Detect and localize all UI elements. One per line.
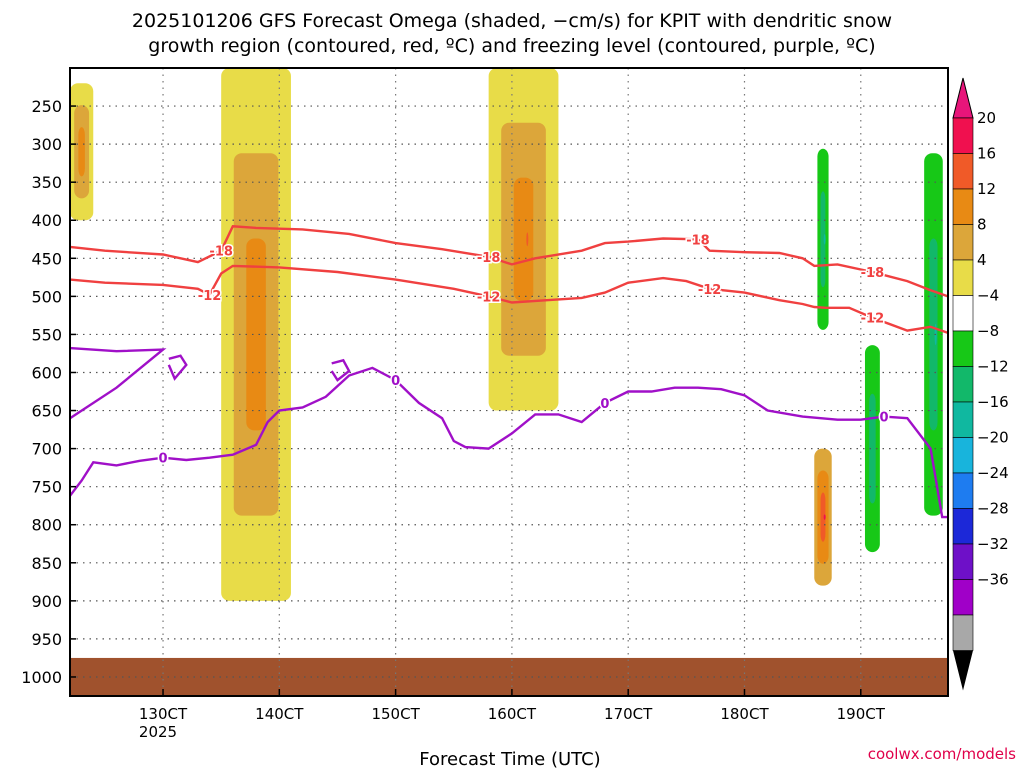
plot-frame xyxy=(69,67,949,697)
y-tick-label-300: 300 xyxy=(31,135,62,154)
omega-region-2-2 xyxy=(513,177,534,301)
omega-region-1-2 xyxy=(246,238,266,431)
y-tick-label-750: 750 xyxy=(31,478,62,497)
contour-line-1 xyxy=(69,264,949,335)
colorbar-label-3: 8 xyxy=(977,216,987,234)
y-tick-label-900: 900 xyxy=(31,592,62,611)
colorbar-label-12: −32 xyxy=(977,535,1009,553)
x-axis-label: Forecast Time (UTC) xyxy=(419,749,600,768)
temperature-contours: -18 -18 -18 -18 -12 -12 -12 -12 0 0 0 0 xyxy=(69,225,949,519)
colorbar-label-4: 4 xyxy=(977,251,987,269)
colorbar-bin-13 xyxy=(952,579,974,616)
y-tick-label-350: 350 xyxy=(31,173,62,192)
omega-region-3-2 xyxy=(820,191,826,288)
colorbar-bin-2 xyxy=(952,188,974,225)
contour-loop-2-1 xyxy=(167,354,188,381)
y-axis: 250 300 350 400 450 500 550 600 650 700 750 800 850 9… xyxy=(21,97,76,687)
colorbar-bin-5 xyxy=(952,295,974,332)
colorbar-label-0: 20 xyxy=(977,109,996,127)
omega-region-6-2 xyxy=(929,238,938,431)
contour-label-0-1: -18 xyxy=(477,251,501,266)
colorbar-label-5: −4 xyxy=(977,287,999,305)
y-tick-label-800: 800 xyxy=(31,516,62,535)
colorbar-bin-10 xyxy=(952,472,974,509)
colorbar-bin-3 xyxy=(952,224,974,261)
contour-line-2 xyxy=(69,366,948,519)
x-tick-label-180CT: 180CT xyxy=(720,705,769,723)
contour-label-0-3: -18 xyxy=(861,266,885,281)
chart-title: 2025101206 GFS Forecast Omega (shaded, −… xyxy=(132,10,892,32)
y-tick-label-400: 400 xyxy=(31,211,62,230)
x-tick-label-130CT: 130CT xyxy=(139,705,188,723)
x-subtick-year: 2025 xyxy=(139,723,177,741)
colorbar-label-11: −28 xyxy=(977,500,1009,518)
colorbar-bin-9 xyxy=(952,437,974,474)
colorbar-bottom-arrow xyxy=(953,650,973,691)
colorbar-top-arrow xyxy=(952,77,974,119)
contour-label-0-0: -18 xyxy=(209,245,233,260)
contour-label-1-0: -12 xyxy=(198,289,222,304)
y-tick-label-1000: 1000 xyxy=(21,668,62,687)
omega-region-2-3 xyxy=(526,232,529,247)
watermark: coolwx.com/models xyxy=(868,745,1016,763)
colorbar-bin-14 xyxy=(952,614,974,651)
contour-loop-2-2 xyxy=(330,358,351,382)
x-tick-label-170CT: 170CT xyxy=(604,705,653,723)
omega-shading xyxy=(70,68,948,601)
colorbar-bin-1 xyxy=(952,153,974,190)
contour-label-2-1: 0 xyxy=(391,374,400,389)
contour-label-2-3: 0 xyxy=(880,411,889,426)
colorbar-bin-0 xyxy=(952,117,974,154)
colorbar-label-7: −12 xyxy=(977,358,1009,376)
omega-region-4-2 xyxy=(820,492,826,542)
colorbar-label-10: −24 xyxy=(977,464,1009,482)
colorbar-bin-4 xyxy=(952,259,974,296)
omega-region-3-3 xyxy=(823,233,826,245)
colorbar: 20 16 12 8 4 −4 −8 −12 −16 −20 −24 −28 −32 −36 xyxy=(952,77,1009,691)
colorbar-bin-8 xyxy=(952,401,974,438)
x-axis: 130CT 140CT 150CT 160CT 170CT 180CT 190CT xyxy=(139,689,886,723)
y-tick-label-600: 600 xyxy=(31,363,62,382)
colorbar-label-13: −36 xyxy=(977,571,1009,589)
y-tick-label-250: 250 xyxy=(31,97,62,116)
colorbar-label-8: −16 xyxy=(977,393,1009,411)
colorbar-label-2: 12 xyxy=(977,180,996,198)
colorbar-label-9: −20 xyxy=(977,429,1009,447)
contour-label-1-3: -12 xyxy=(861,312,885,327)
contour-label-1-2: -12 xyxy=(698,283,722,298)
contour-label-2-0: 0 xyxy=(159,452,168,467)
colorbar-bin-11 xyxy=(952,508,974,545)
y-tick-label-650: 650 xyxy=(31,402,62,421)
contour-line-0 xyxy=(69,225,949,298)
colorbar-bin-6 xyxy=(952,330,974,367)
colorbar-bin-7 xyxy=(952,366,974,403)
x-tick-label-140CT: 140CT xyxy=(255,705,304,723)
y-tick-label-850: 850 xyxy=(31,554,62,573)
contour-label-1-1: -12 xyxy=(477,290,501,305)
x-tick-label-150CT: 150CT xyxy=(371,705,420,723)
grid-lines xyxy=(70,68,948,696)
colorbar-label-6: −8 xyxy=(977,322,999,340)
y-tick-label-450: 450 xyxy=(31,249,62,268)
y-tick-label-950: 950 xyxy=(31,630,62,649)
colorbar-label-1: 16 xyxy=(977,145,996,163)
omega-region-4-3 xyxy=(823,514,826,520)
surface-layer xyxy=(70,657,948,696)
y-tick-label-700: 700 xyxy=(31,440,62,459)
chart-subtitle: growth region (contoured, red, ºC) and f… xyxy=(148,35,875,57)
contour-label-2-2: 0 xyxy=(600,397,609,412)
surface-band xyxy=(70,657,948,696)
x-tick-label-190CT: 190CT xyxy=(837,705,886,723)
y-tick-label-550: 550 xyxy=(31,325,62,344)
x-tick-label-160CT: 160CT xyxy=(488,705,537,723)
colorbar-bin-12 xyxy=(952,543,974,580)
contour-label-0-2: -18 xyxy=(686,233,710,248)
omega-region-5-2 xyxy=(869,393,876,504)
omega-region-0-2 xyxy=(78,127,85,177)
contour-loop-2-0 xyxy=(69,346,167,420)
y-tick-label-500: 500 xyxy=(31,287,62,306)
